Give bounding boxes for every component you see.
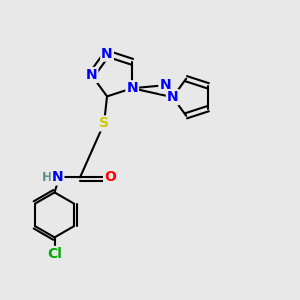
Text: S: S — [99, 116, 109, 130]
Text: N: N — [52, 170, 63, 184]
Text: N: N — [86, 68, 97, 82]
Text: H: H — [42, 171, 52, 184]
Text: O: O — [104, 170, 116, 184]
Text: N: N — [101, 46, 113, 61]
Text: N: N — [159, 78, 171, 92]
Text: N: N — [126, 81, 138, 95]
Text: N: N — [167, 90, 178, 104]
Text: Cl: Cl — [47, 247, 62, 261]
